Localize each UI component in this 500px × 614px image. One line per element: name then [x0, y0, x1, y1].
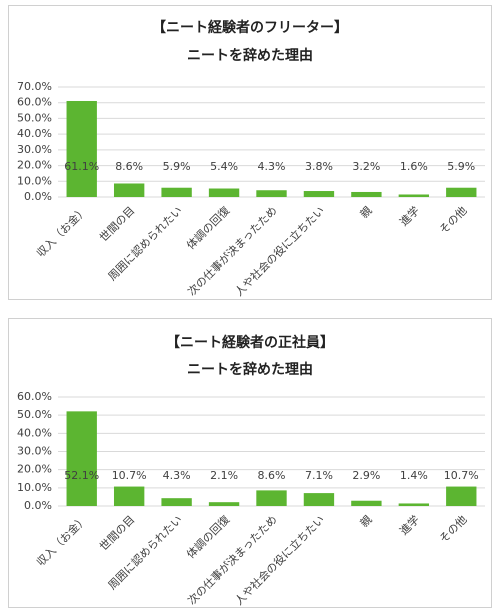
y-tick-label: 50.0% — [17, 408, 52, 421]
chart-subtitle: ニートを辞めた理由 — [187, 361, 313, 378]
y-tick-label: 10.0% — [17, 481, 52, 494]
value-label: 5.9% — [447, 160, 475, 173]
value-label: 2.1% — [210, 469, 238, 482]
y-tick-label: 40.0% — [17, 127, 52, 140]
y-tick-label: 0.0% — [24, 499, 52, 512]
value-label: 1.6% — [400, 160, 428, 173]
value-label: 5.9% — [163, 160, 191, 173]
y-tick-label: 60.0% — [17, 96, 52, 109]
y-tick-label: 30.0% — [17, 143, 52, 156]
value-label: 10.7% — [112, 469, 147, 482]
value-label: 7.1% — [305, 469, 333, 482]
bar — [446, 187, 477, 197]
value-label: 3.2% — [352, 160, 380, 173]
bar — [66, 100, 97, 197]
value-label: 5.4% — [210, 160, 238, 173]
bar — [208, 188, 240, 197]
y-tick-label: 20.0% — [17, 463, 52, 476]
bar — [398, 503, 430, 506]
bar — [351, 500, 382, 506]
value-label: 4.3% — [258, 160, 286, 173]
y-tick-label: 0.0% — [24, 190, 52, 203]
value-label: 61.1% — [64, 160, 99, 173]
chart-title: 【ニート経験者のフリーター】 — [152, 19, 348, 36]
bar — [303, 493, 335, 506]
y-tick-label: 60.0% — [17, 390, 52, 403]
value-label: 52.1% — [64, 469, 99, 482]
bar — [208, 502, 240, 506]
y-tick-label: 70.0% — [17, 80, 52, 93]
y-tick-label: 20.0% — [17, 159, 52, 172]
bar — [66, 411, 97, 506]
value-label: 3.8% — [305, 160, 333, 173]
bar — [256, 490, 287, 506]
bar — [113, 183, 145, 197]
chart-subtitle: ニートを辞めた理由 — [187, 47, 313, 64]
value-label: 8.6% — [115, 160, 143, 173]
y-tick-label: 50.0% — [17, 111, 52, 124]
y-tick-label: 10.0% — [17, 174, 52, 187]
y-tick-label: 30.0% — [17, 445, 52, 458]
value-label: 8.6% — [258, 469, 286, 482]
value-label: 2.9% — [352, 469, 380, 482]
bar — [303, 191, 335, 197]
bar — [256, 190, 287, 197]
bar — [161, 187, 192, 197]
bar — [113, 486, 145, 506]
value-label: 10.7% — [444, 469, 479, 482]
chart-title: 【ニート経験者の正社員】 — [166, 334, 334, 351]
bar — [351, 191, 382, 197]
value-label: 4.3% — [163, 469, 191, 482]
bar — [398, 194, 430, 197]
bar — [446, 486, 477, 506]
bar — [161, 498, 192, 506]
y-tick-label: 40.0% — [17, 426, 52, 439]
value-label: 1.4% — [400, 469, 428, 482]
